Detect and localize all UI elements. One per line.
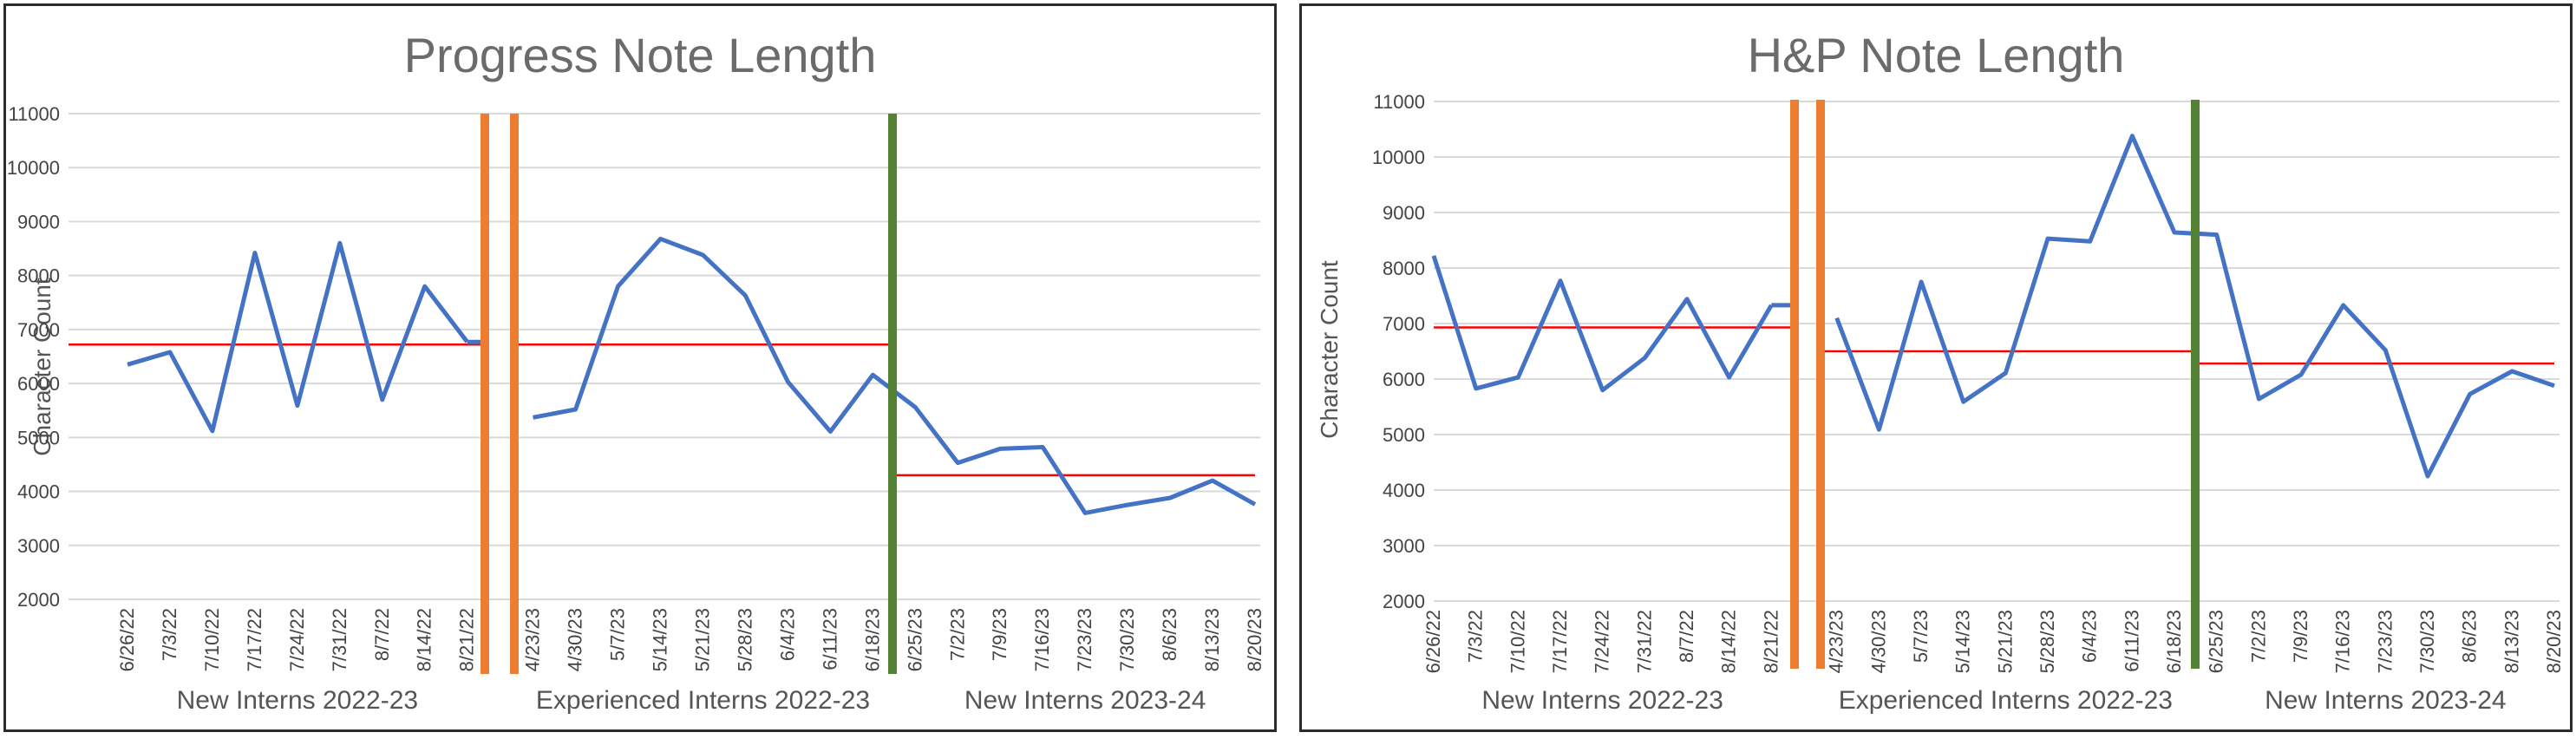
separator-bar-orange [510, 114, 519, 674]
x-tick-label: 7/10/22 [1507, 610, 1528, 673]
x-tick-label: 7/23/23 [1074, 608, 1095, 671]
x-tick-label: 7/10/22 [201, 608, 223, 671]
group-label-experienced-interns-2022-23: Experienced Interns 2022-23 [1838, 686, 2174, 715]
x-tick-label: 5/28/23 [2037, 610, 2058, 673]
x-tick-label: 8/20/23 [2543, 610, 2565, 673]
x-tick-label: 6/4/23 [2079, 610, 2101, 663]
separator-bar-orange [1816, 100, 1825, 669]
x-tick-label: 4/23/23 [522, 608, 544, 671]
x-tick-label: 6/25/23 [2206, 610, 2227, 673]
x-tick-label: 4/23/23 [1826, 610, 1847, 673]
group-label-new-interns-2023-24: New Interns 2023-24 [2265, 686, 2507, 715]
x-tick-label: 6/26/22 [116, 608, 138, 671]
y-tick-label: 3000 [1383, 535, 1425, 557]
x-tick-label: 6/26/22 [1422, 610, 1444, 673]
progress-note-chart: Progress Note Length Character Count 200… [3, 3, 1277, 732]
x-tick-label: 6/25/23 [904, 608, 925, 671]
x-tick-label: 7/3/22 [1465, 610, 1487, 663]
y-tick-label: 5000 [1383, 424, 1425, 446]
x-tick-label: 7/17/22 [1549, 610, 1571, 673]
x-tick-label: 8/13/23 [2501, 610, 2522, 673]
x-tick-label: 7/16/23 [1031, 608, 1053, 671]
x-tick-label: 8/7/22 [1676, 610, 1697, 663]
y-tick-label: 3000 [17, 535, 60, 557]
x-tick-label: 7/2/23 [946, 608, 968, 661]
x-tick-label: 7/31/22 [1633, 610, 1655, 673]
x-tick-label: 7/2/23 [2247, 610, 2269, 663]
x-tick-label: 7/3/22 [159, 608, 180, 661]
x-tick-label: 8/14/22 [414, 608, 435, 671]
y-tick-label: 10000 [1372, 147, 1425, 168]
y-tick-label: 7000 [1383, 313, 1425, 335]
series-line [127, 236, 1257, 515]
x-tick-label: 7/9/23 [2290, 610, 2311, 663]
y-tick-label: 4000 [17, 481, 60, 503]
x-tick-label: 7/9/23 [989, 608, 1010, 661]
y-tick-label: 8000 [17, 265, 60, 287]
x-tick-label: 5/7/23 [607, 608, 629, 661]
x-tick-label: 8/7/22 [371, 608, 393, 661]
x-tick-label: 7/16/23 [2332, 610, 2354, 673]
x-tick-label: 7/30/23 [1116, 608, 1138, 671]
x-tick-label: 5/7/23 [1910, 610, 1932, 663]
x-tick-label: 5/14/23 [650, 608, 671, 671]
y-tick-label: 5000 [17, 427, 60, 448]
x-tick-label: 7/31/22 [329, 608, 350, 671]
x-tick-label: 6/18/23 [861, 608, 883, 671]
chart-title: H&P Note Length [1747, 28, 2125, 82]
series-line [1431, 134, 2555, 479]
chart-plot: 2000 3000 4000 5000 6000 7000 8000 9000 10000 110… [1372, 91, 2565, 673]
y-tick-label: 6000 [1383, 369, 1425, 390]
group-label-new-interns-2022-23: New Interns 2022-23 [1481, 686, 1723, 715]
y-tick-label: 10000 [7, 157, 60, 179]
x-tick-label: 6/11/23 [2121, 610, 2142, 672]
x-tick-label: 7/17/22 [244, 608, 265, 671]
x-tick-label: 5/21/23 [1994, 610, 2016, 673]
group-label-new-interns-2023-24: New Interns 2023-24 [964, 686, 1206, 715]
y-tick-label: 9000 [17, 211, 60, 232]
y-tick-label: 11000 [8, 103, 60, 125]
group-label-new-interns-2022-23: New Interns 2022-23 [176, 686, 419, 715]
y-tick-label: 4000 [1383, 480, 1425, 501]
hp-note-chart: H&P Note Length Character Count 2000 3000… [1299, 3, 2573, 732]
chart-title: Progress Note Length [403, 28, 877, 82]
y-tick-label: 2000 [17, 589, 60, 611]
x-tick-label: 4/30/23 [565, 608, 586, 671]
x-tick-label: 6/18/23 [2163, 610, 2185, 673]
x-tick-label: 8/6/23 [2459, 610, 2481, 663]
x-tick-label: 4/30/23 [1867, 610, 1889, 673]
x-tick-label: 7/30/23 [2416, 610, 2438, 673]
x-tick-label: 6/11/23 [819, 608, 840, 670]
x-tick-label: 8/20/23 [1244, 608, 1265, 671]
x-tick-label: 5/14/23 [1952, 610, 1974, 673]
y-tick-label: 6000 [17, 373, 60, 395]
chart-plot: 2000 3000 4000 5000 6000 7000 8000 9000 10000 110… [7, 103, 1265, 674]
separator-bar-orange [481, 114, 489, 674]
x-tick-label: 8/21/22 [1760, 610, 1782, 673]
x-tick-label: 8/14/22 [1718, 610, 1740, 673]
x-tick-label: 6/4/23 [776, 608, 798, 661]
separator-bar-orange [1790, 100, 1799, 669]
x-tick-label: 5/28/23 [734, 608, 755, 671]
x-tick-label: 8/21/22 [456, 608, 478, 671]
x-tick-label: 7/23/23 [2374, 610, 2396, 673]
x-tick-label: 5/21/23 [691, 608, 713, 671]
y-tick-label: 9000 [1383, 202, 1425, 224]
y-tick-label: 8000 [1383, 258, 1425, 279]
separator-bar-green [888, 114, 897, 674]
y-tick-label: 2000 [1383, 591, 1425, 612]
y-tick-label: 7000 [17, 319, 60, 341]
x-tick-label: 8/13/23 [1201, 608, 1223, 671]
y-tick-label: 11000 [1373, 91, 1425, 113]
x-tick-label: 7/24/22 [286, 608, 308, 671]
separator-bar-green [2191, 100, 2200, 669]
x-tick-label: 8/6/23 [1159, 608, 1180, 661]
group-label-experienced-interns-2022-23: Experienced Interns 2022-23 [535, 686, 871, 715]
x-tick-label: 7/24/22 [1592, 610, 1613, 673]
